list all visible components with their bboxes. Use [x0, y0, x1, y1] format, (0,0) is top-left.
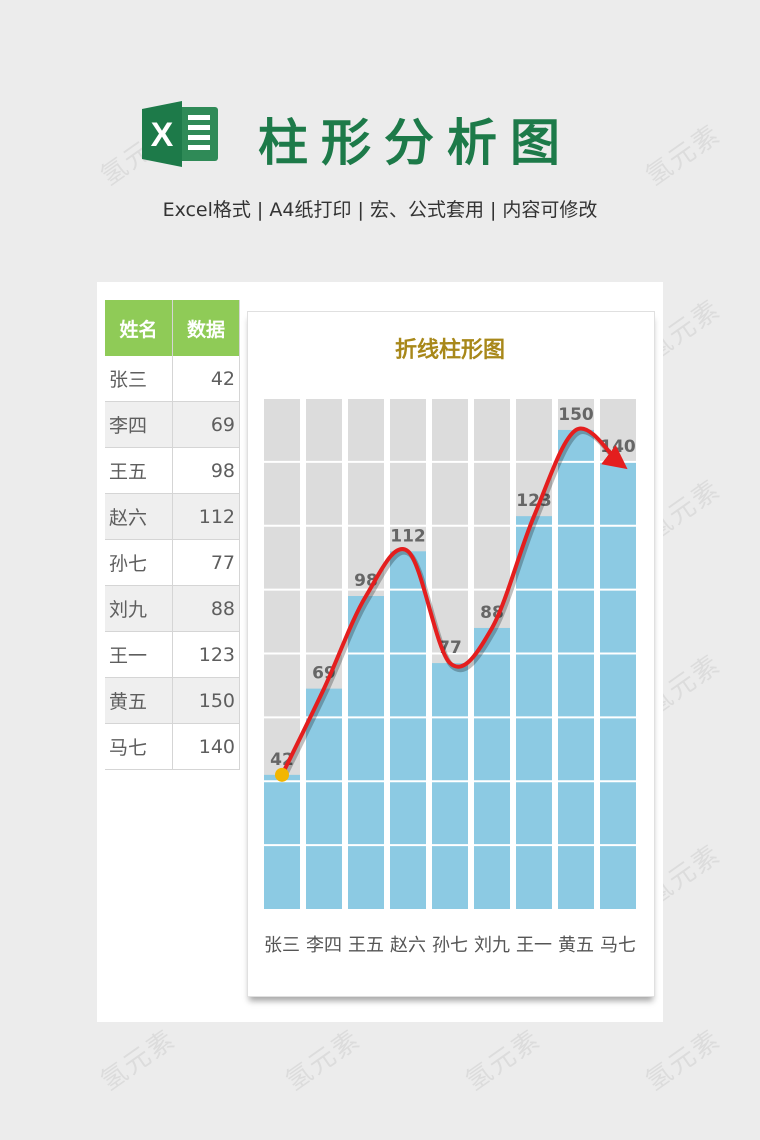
start-marker	[275, 767, 289, 782]
bar-chart: 折线柱形图42张三69李四98王五112赵六77孙七88刘九123王一150黄五…	[264, 337, 636, 956]
table-cell-value[interactable]: 77	[172, 539, 240, 586]
category-label: 刘九	[474, 935, 510, 956]
watermark: 氢元素	[460, 1024, 547, 1097]
table-cell-name[interactable]: 马七	[105, 723, 173, 770]
table-cell-value[interactable]: 69	[172, 401, 240, 448]
data-label: 150	[558, 405, 594, 425]
chart-title: 折线柱形图	[395, 337, 505, 363]
table-row: 黄五 150	[105, 677, 240, 724]
trend-line-arrow	[280, 426, 628, 776]
table-row: 马七 140	[105, 723, 240, 770]
watermark: 氢元素	[280, 1024, 367, 1097]
table-cell-name[interactable]: 张三	[105, 356, 173, 402]
bar	[348, 596, 384, 909]
column-header-value[interactable]: 数据	[172, 300, 240, 356]
bar	[474, 627, 510, 909]
table-cell-value[interactable]: 123	[172, 631, 240, 678]
table-cell-name[interactable]: 刘九	[105, 585, 173, 632]
table-cell-value[interactable]: 88	[172, 585, 240, 632]
table-cell-name[interactable]: 王五	[105, 447, 173, 494]
category-label: 黄五	[558, 935, 594, 956]
bar	[306, 688, 342, 909]
category-label: 赵六	[390, 935, 426, 956]
bar	[516, 516, 552, 909]
category-label: 马七	[600, 935, 636, 956]
table-row: 张三 42	[105, 356, 240, 402]
table-row: 刘九 88	[105, 585, 240, 632]
table-row: 王五 98	[105, 447, 240, 494]
bar	[390, 551, 426, 909]
table-cell-value[interactable]: 150	[172, 677, 240, 724]
bar	[600, 461, 636, 909]
table-cell-value[interactable]: 42	[172, 356, 240, 402]
column-header-name[interactable]: 姓名	[105, 300, 173, 356]
table-cell-value[interactable]: 112	[172, 493, 240, 540]
category-label: 张三	[264, 935, 300, 956]
logo-letter: X	[151, 116, 174, 154]
bar	[264, 774, 300, 909]
table-row: 王一 123	[105, 631, 240, 678]
bar	[432, 663, 468, 909]
table-cell-name[interactable]: 赵六	[105, 493, 173, 540]
table-cell-name[interactable]: 王一	[105, 631, 173, 678]
category-label: 王一	[516, 935, 552, 956]
header: X 柱形分析图 Excel格式 | A4纸打印 | 宏、公式套用 | 内容可修改	[0, 85, 760, 221]
page-subtitle: Excel格式 | A4纸打印 | 宏、公式套用 | 内容可修改	[162, 199, 598, 221]
category-label: 王五	[348, 935, 384, 956]
table-row: 孙七 77	[105, 539, 240, 586]
data-label: 112	[390, 526, 426, 546]
page-title: 柱形分析图	[258, 114, 573, 172]
table-cell-name[interactable]: 黄五	[105, 677, 173, 724]
watermark: 氢元素	[95, 1024, 182, 1097]
watermark: 氢元素	[640, 1024, 727, 1097]
table-cell-name[interactable]: 孙七	[105, 539, 173, 586]
bar	[558, 429, 594, 909]
table-header-row: 姓名 数据	[105, 300, 240, 356]
table-cell-value[interactable]: 98	[172, 447, 240, 494]
category-label: 孙七	[432, 935, 468, 956]
table-cell-name[interactable]: 李四	[105, 401, 173, 448]
data-table: 姓名 数据 张三 42 李四 69 王五 98 赵六 112 孙七 77 刘九 …	[105, 300, 240, 770]
category-label: 李四	[306, 935, 342, 956]
table-row: 李四 69	[105, 401, 240, 448]
table-row: 赵六 112	[105, 493, 240, 540]
table-cell-value[interactable]: 140	[172, 723, 240, 770]
excel-logo-icon: X	[142, 101, 218, 167]
